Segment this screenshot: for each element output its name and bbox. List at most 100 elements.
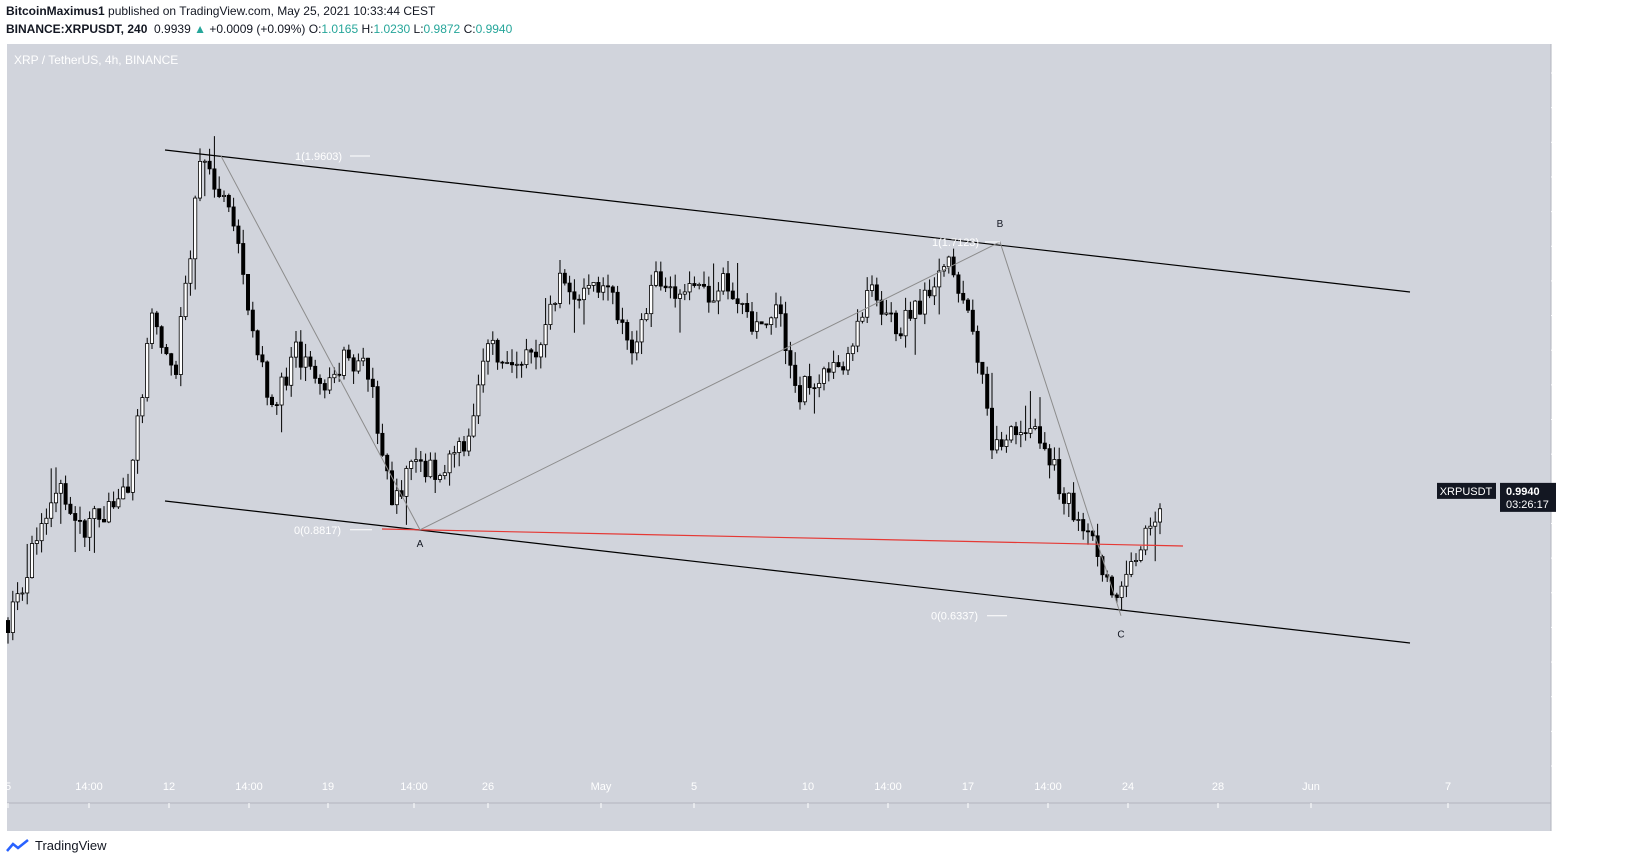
candle-body (495, 339, 500, 363)
candle-body (399, 490, 404, 497)
candle-body (980, 361, 985, 375)
y-tick-label: 1.2000 (1562, 415, 1596, 427)
x-tick-label: 17 (962, 781, 974, 793)
candle-body (1138, 549, 1143, 561)
candle-body (1018, 432, 1023, 436)
candle-body (365, 357, 370, 380)
candle-body (308, 356, 313, 367)
abc-wave-path[interactable] (220, 155, 1122, 616)
low-value: 0.9872 (423, 22, 461, 36)
y-tick-label: 1.0000 (1562, 484, 1596, 496)
candle-body (135, 415, 140, 461)
candle-body (78, 519, 83, 522)
candle-body (807, 376, 812, 389)
candle-body (740, 303, 745, 305)
candle-body (802, 376, 807, 403)
candle-body (706, 285, 711, 303)
candle-body (92, 508, 97, 519)
candle-body (404, 468, 409, 497)
candle-body (1071, 492, 1076, 521)
wave-label: A (417, 539, 424, 550)
candle-body (697, 283, 702, 286)
candle-body (385, 454, 390, 472)
candle-body (634, 341, 639, 354)
channel-lower-line[interactable] (164, 500, 1411, 644)
open-value: 1.0165 (321, 22, 359, 36)
candle-body (591, 282, 596, 286)
candle-body (918, 300, 923, 315)
candle-body (582, 287, 587, 301)
publisher-name[interactable]: BitcoinMaximus1 (6, 4, 105, 18)
candle-body (351, 357, 356, 372)
candle-body (985, 373, 990, 409)
candle-body (817, 382, 822, 389)
candle-body (466, 435, 471, 452)
candle-body (846, 353, 851, 371)
x-tick-label: 14:00 (874, 781, 902, 793)
candle-body (1033, 426, 1038, 429)
candle-body (596, 282, 601, 293)
candle-body (769, 317, 774, 325)
candle-body (678, 293, 683, 299)
y-tick-label: 1.3000 (1562, 380, 1596, 392)
candle-body (586, 285, 591, 289)
candle-body (913, 300, 918, 319)
candle-body (111, 501, 116, 508)
candle-body (293, 341, 298, 358)
candle-body (39, 523, 44, 542)
y-tick-label: 0.4000 (1562, 692, 1596, 704)
y-tick-label: 1.9000 (1562, 172, 1596, 184)
candle-body (58, 483, 63, 494)
published-text: published on TradingView.com, May 25, 20… (108, 4, 436, 18)
candle-body (255, 330, 260, 356)
candle-body (548, 303, 553, 326)
last-price: 0.9939 (154, 22, 191, 36)
wave-label: B (997, 219, 1004, 230)
candle-body (159, 326, 164, 348)
candle-body (572, 291, 577, 300)
up-arrow-icon: ▲ (194, 22, 206, 36)
candle-body (241, 243, 246, 275)
candle-body (1124, 573, 1129, 587)
channel-upper-line[interactable] (164, 149, 1411, 293)
candle-body (1052, 459, 1057, 466)
candle-body (663, 285, 668, 289)
candle-body (54, 492, 59, 504)
candle-body (217, 188, 222, 197)
candle-body (870, 284, 875, 291)
support-line[interactable] (381, 528, 1184, 547)
candle-body (394, 490, 399, 506)
x-tick-label: 5 (5, 781, 11, 793)
close-label: C: (463, 22, 476, 36)
x-tick-label: 28 (1212, 781, 1224, 793)
candle-body (437, 475, 442, 480)
candle-body (341, 349, 346, 376)
candle-body (226, 194, 231, 208)
low-label: L: (413, 22, 424, 36)
candle-body (673, 286, 678, 299)
candle-body (702, 283, 707, 287)
candle-body (529, 349, 534, 353)
candle-body (1105, 574, 1110, 578)
candle-body (97, 508, 102, 520)
candle-body (313, 365, 318, 379)
candle-body (879, 299, 884, 315)
candle-body (63, 483, 68, 505)
x-axis-ticks: 5 14:00 12 14:00 19 14:00 26 May 5 10 14:00 17 14:00… (5, 781, 1451, 808)
candle-body (562, 272, 567, 284)
candle-body (1134, 560, 1139, 562)
candle-body (975, 330, 980, 363)
candle-body (461, 441, 466, 452)
candle-body (207, 160, 212, 170)
candle-body (1081, 519, 1086, 532)
candle-body (750, 311, 755, 332)
tradingview-brand[interactable]: TradingView (35, 838, 107, 853)
candle-body (903, 309, 908, 337)
chart-background (7, 44, 1551, 831)
candle-body (145, 343, 150, 398)
candle-body (601, 285, 606, 293)
candle-body (481, 360, 486, 386)
candle-body (999, 439, 1004, 447)
candle-body (245, 274, 250, 311)
